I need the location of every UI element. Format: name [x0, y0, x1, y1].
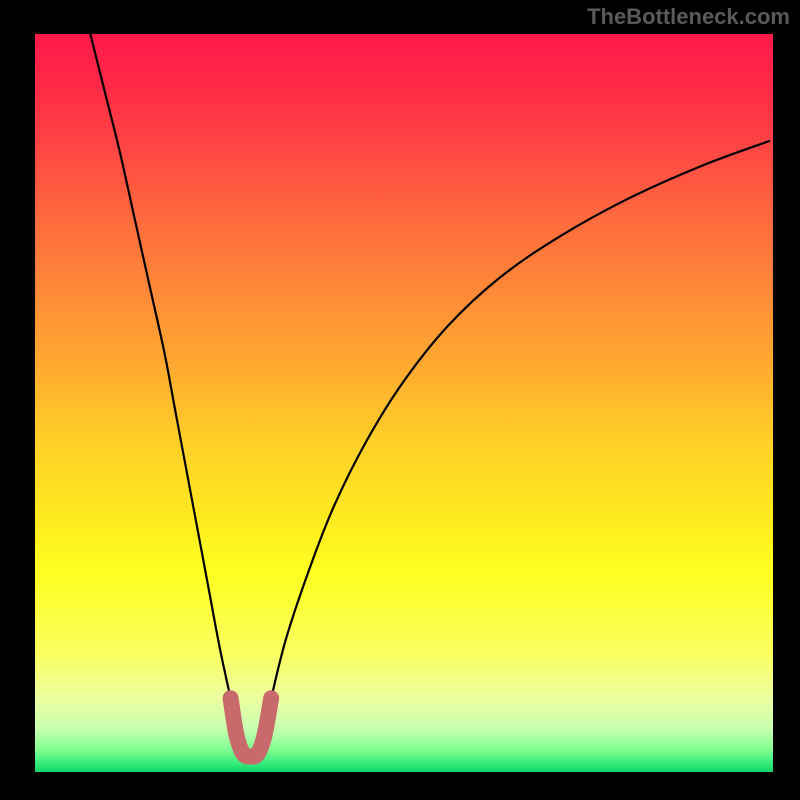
curve-left: [90, 34, 230, 698]
curve-right: [271, 141, 769, 698]
valley-marker: [231, 698, 272, 756]
curve-overlay: [35, 34, 773, 772]
watermark-text: TheBottleneck.com: [587, 4, 790, 30]
plot-area: [35, 34, 773, 772]
